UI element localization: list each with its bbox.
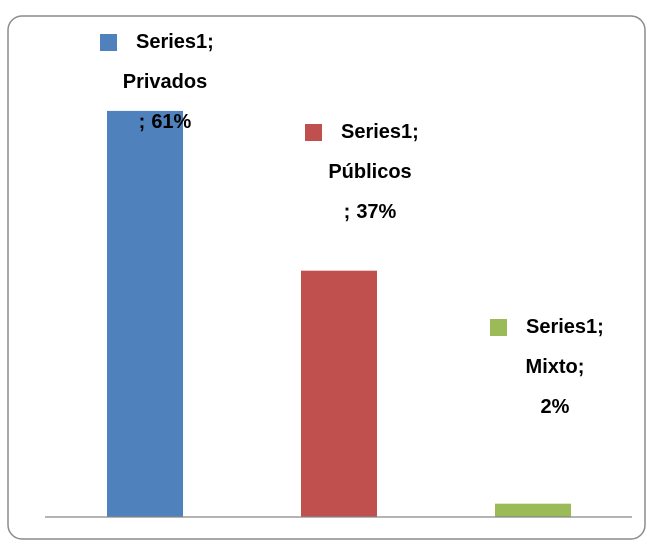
data-label: Series1;Privados; 61% — [100, 31, 214, 133]
separator: ; — [139, 111, 146, 133]
label-line: Mixto; — [526, 356, 585, 378]
series-name: Series1 — [526, 316, 597, 338]
label-line: Series1; — [341, 121, 419, 143]
series-name: Series1 — [341, 121, 412, 143]
label-line: ; 37% — [344, 201, 397, 223]
category: Mixto — [526, 356, 578, 378]
category: Privados — [123, 71, 207, 93]
separator: ; — [597, 316, 604, 338]
bar — [301, 270, 377, 517]
bar — [107, 110, 183, 518]
legend-key — [100, 34, 117, 51]
label-line: Series1; — [526, 316, 604, 338]
separator: ; — [412, 121, 419, 143]
value-label: 37% — [356, 201, 396, 223]
legend-key — [305, 124, 322, 141]
value-label: 61% — [151, 111, 191, 133]
label-line: ; 61% — [139, 111, 192, 133]
legend-key — [490, 319, 507, 336]
separator: ; — [578, 356, 585, 378]
bar — [495, 503, 571, 517]
data-label: Series1;Mixto;2% — [490, 316, 604, 418]
separator: ; — [207, 31, 214, 53]
separator: ; — [344, 201, 351, 223]
data-label: Series1;Públicos; 37% — [305, 121, 419, 223]
value-label: 2% — [541, 396, 570, 418]
category: Públicos — [328, 161, 411, 183]
label-line: 2% — [541, 396, 570, 418]
label-line: Privados — [123, 71, 207, 93]
series-name: Series1 — [136, 31, 207, 53]
label-line: Series1; — [136, 31, 214, 53]
label-line: Públicos — [328, 161, 411, 183]
